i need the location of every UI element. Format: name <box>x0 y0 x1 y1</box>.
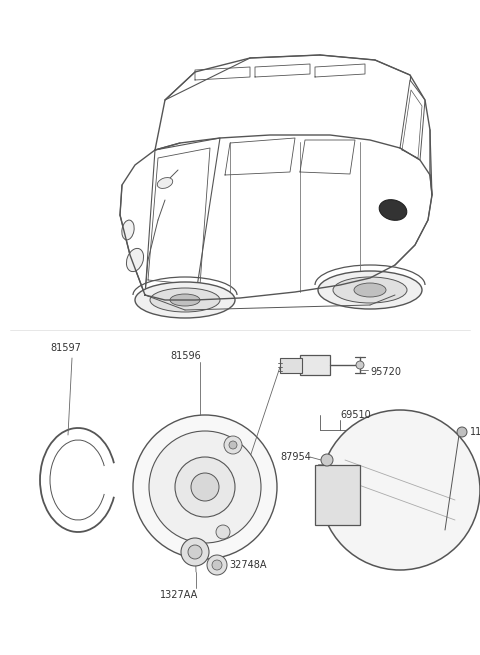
Text: 81596: 81596 <box>170 351 201 361</box>
Ellipse shape <box>379 200 407 220</box>
Text: 1129AC: 1129AC <box>470 427 480 437</box>
Bar <box>280 358 302 373</box>
Bar <box>318 464 328 471</box>
Ellipse shape <box>126 248 144 272</box>
Circle shape <box>229 441 237 449</box>
Circle shape <box>216 525 230 539</box>
Text: 95720: 95720 <box>370 367 401 377</box>
Text: 81597: 81597 <box>50 343 81 353</box>
Bar <box>318 513 328 520</box>
Circle shape <box>181 538 209 566</box>
Text: 87954: 87954 <box>280 452 311 462</box>
Circle shape <box>175 457 235 517</box>
Ellipse shape <box>150 288 220 312</box>
Circle shape <box>191 473 219 501</box>
Ellipse shape <box>333 277 407 303</box>
Ellipse shape <box>354 283 386 297</box>
Circle shape <box>356 361 364 369</box>
Circle shape <box>149 431 261 543</box>
Bar <box>318 500 328 507</box>
Bar <box>315 465 360 525</box>
Text: 1327AA: 1327AA <box>160 590 198 600</box>
Circle shape <box>320 410 480 570</box>
Text: 32748A: 32748A <box>229 560 266 570</box>
Circle shape <box>212 560 222 570</box>
Circle shape <box>457 427 467 437</box>
Ellipse shape <box>122 220 134 240</box>
Circle shape <box>224 436 242 454</box>
Ellipse shape <box>318 271 422 309</box>
Circle shape <box>188 545 202 559</box>
Circle shape <box>133 415 277 559</box>
Circle shape <box>207 555 227 575</box>
Text: 69510: 69510 <box>340 410 371 420</box>
Ellipse shape <box>135 282 235 318</box>
Circle shape <box>321 454 333 466</box>
Bar <box>318 476 328 483</box>
Ellipse shape <box>170 294 200 306</box>
Bar <box>300 355 330 375</box>
Bar <box>318 488 328 495</box>
Ellipse shape <box>157 178 173 189</box>
